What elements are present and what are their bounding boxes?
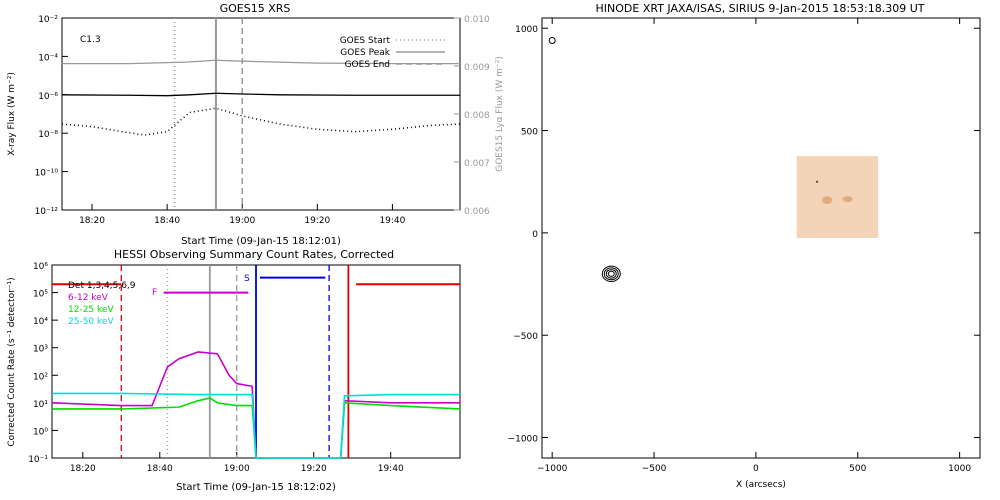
xrt-x-tick-label: −1000 [537,464,568,474]
xrt-dot [816,180,819,183]
xrt-plot-frame [541,17,981,459]
xrt-contour-ring [601,265,621,282]
goes-y-tick-label: 10⁻¹² [35,207,59,217]
goes-y2-tick-label: 0.008 [464,111,490,121]
hessi-y-tick-label: 10⁶ [33,262,48,272]
xrt-image-rect [796,156,879,238]
hessi-series-lines [51,351,461,459]
xrt-marker-circle [548,37,556,45]
xrt-x-tick-label: 0 [753,464,759,474]
hessi-y-tick-label: 10⁰ [33,427,48,437]
goes-y2label: GOES15 Lyα Flux (W m⁻²) [495,56,505,172]
xrt-contour-ring [607,270,615,277]
goes-legend-label: GOES End [345,60,390,70]
xrt-x-tick-label: −500 [642,464,667,474]
goes-series-lines [61,59,461,136]
hessi-y-axis: 10⁻¹ 10⁰ 10¹ 10² 10³ 10⁴ 10⁵ 10⁶ [28,262,58,465]
hessi-flag-bars [52,276,460,294]
goes-x-tick-label: 19:40 [379,216,405,226]
xrt-y-axis: −1000 −500 0 500 1000 [508,25,980,445]
hessi-y-tick-label: 10⁵ [33,290,48,300]
goes-series-line [61,92,460,97]
goes-legend-label: GOES Start [340,36,391,46]
xrt-image-patch [796,156,879,238]
goes-x-tick-label: 19:00 [229,216,255,226]
hessi-x-tick-label: 19:40 [378,464,404,474]
hessi-panel: HESSI Observing Summary Count Rates, Cor… [7,248,461,493]
xrt-contour-ring [603,267,619,281]
hessi-y-tick-label: 10⁻¹ [28,455,48,465]
xrt-x-tick-label: 1000 [948,464,971,474]
xrt-y-tick-label: −500 [513,332,538,342]
hessi-legend: Det 1,3,4,5,6,9 6-12 keV 12-25 keV 25-50 ke… [68,281,136,327]
goes-x-tick-label: 19:20 [304,216,330,226]
hessi-xlabel: Start Time (09-Jan-15 18:12:02) [176,482,336,493]
goes-y-axis: 10⁻¹² 10⁻¹⁰ 10⁻⁸ 10⁻⁶ 10⁻⁴ 10⁻² [35,15,68,217]
goes-y-tick-label: 10⁻¹⁰ [35,169,59,179]
hessi-x-tick-label: 19:20 [301,464,327,474]
xrt-y-tick-label: 1000 [515,25,538,35]
goes-plot-frame [61,17,461,211]
hessi-y-tick-label: 10³ [33,345,48,355]
goes-y2-tick-label: 0.010 [464,15,490,25]
goes-y2-tick-label: 0.006 [464,207,490,217]
goes-xlabel: Start Time (09-Jan-15 18:12:01) [181,236,341,247]
xrt-y-tick-label: 0 [532,230,538,240]
hessi-x-tick-label: 19:00 [224,464,250,474]
goes-y2-tick-label: 0.007 [464,159,490,169]
goes-y2-axis: 0.006 0.007 0.008 0.009 0.010 [454,15,490,217]
hessi-y-tick-label: 10⁴ [33,317,48,327]
xrt-contours [548,37,621,282]
hessi-x-axis: 18:20 18:40 19:00 19:20 19:40 [70,452,404,474]
goes-x-tick-label: 18:20 [79,216,105,226]
xrt-title: HINODE XRT JAXA/ISAS, SIRIUS 9-Jan-2015 … [596,2,925,15]
xrt-contour-ring [605,269,617,279]
goes-y2-tick-label: 0.009 [464,63,490,73]
goes-y-tick-label: 10⁻⁶ [38,92,58,102]
xrt-active-region [842,196,853,203]
hessi-y-tick-label: 10¹ [33,400,48,410]
hessi-ylabel: Corrected Count Rate (s⁻¹ detector⁻¹) [7,277,17,446]
hessi-x-tick-label: 18:20 [70,464,96,474]
goes-x-tick-label: 18:40 [154,216,180,226]
hessi-legend-entry: 12-25 keV [68,305,114,315]
goes-y-tick-label: 10⁻⁸ [38,130,58,140]
xrt-panel: HINODE XRT JAXA/ISAS, SIRIUS 9-Jan-2015 … [508,2,981,490]
hessi-title: HESSI Observing Summary Count Rates, Cor… [114,248,394,261]
hessi-series-line [52,392,460,459]
hessi-marker-f: F [152,288,157,298]
hessi-marker-s: S [244,274,250,284]
xrt-x-tick-label: 500 [849,464,866,474]
goes-panel: GOES15 XRS 10⁻¹² 10⁻¹⁰ 10⁻⁸ 10⁻⁶ 10⁻⁴ 10⁻² 0.… [7,2,505,247]
goes-series-line [62,59,460,65]
hessi-y-tick-label: 10² [33,372,48,382]
hessi-event-lines [120,265,350,458]
goes-event-lines [173,18,243,210]
goes-x-axis: 18:20 18:40 19:00 19:20 19:40 [79,204,406,226]
goes-y-tick-label: 10⁻⁴ [38,53,58,63]
goes-legend-label: GOES Peak [340,48,390,58]
xrt-y-tick-label: 500 [521,128,538,138]
goes-series-line [61,107,461,136]
goes-class-annotation: C1.3 [80,35,101,45]
hessi-legend-title: Det 1,3,4,5,6,9 [68,281,136,291]
xrt-xlabel: X (arcsecs) [736,480,786,490]
xrt-x-axis: −1000 −500 0 500 1000 [537,18,971,474]
goes-ylabel: X-ray Flux (W m⁻²) [7,72,17,156]
goes-title: GOES15 XRS [220,2,291,15]
goes-legend: GOES Start GOES Peak GOES End [340,36,445,70]
xrt-active-region [822,196,833,205]
goes-y-tick-label: 10⁻² [38,15,58,25]
hessi-legend-entry: 25-50 keV [68,317,114,327]
hessi-legend-entry: 6-12 keV [68,293,109,303]
hessi-x-tick-label: 18:40 [147,464,173,474]
xrt-y-tick-label: −1000 [508,435,539,445]
